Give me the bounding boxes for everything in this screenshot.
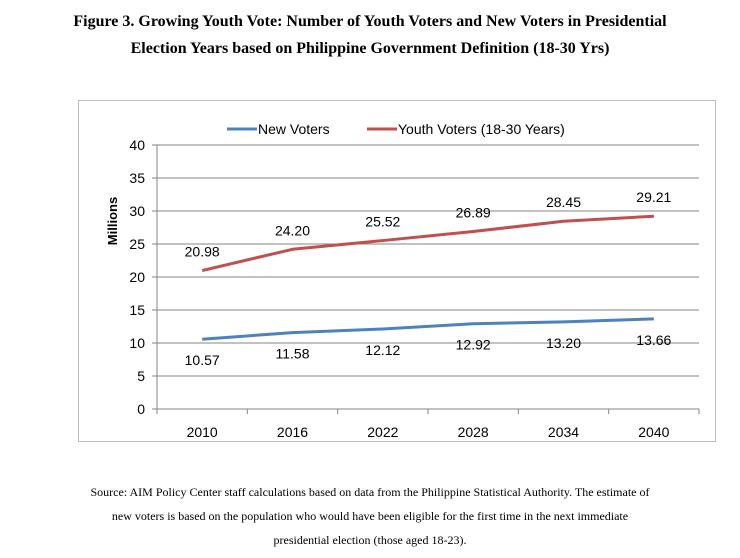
source-note: Source: AIM Policy Center staff calculat… [0, 480, 740, 552]
figure-title: Figure 3. Growing Youth Vote: Number of … [0, 8, 740, 62]
legend-label: New Voters [258, 121, 330, 137]
data-label: 26.89 [456, 205, 491, 221]
source-line-2: new voters is based on the population wh… [111, 509, 629, 523]
x-tick-label: 2040 [638, 424, 669, 440]
y-tick-label: 20 [129, 269, 145, 285]
y-tick-label: 40 [129, 137, 145, 153]
y-tick-label: 25 [129, 236, 145, 252]
series-line [201, 214, 654, 272]
y-tick-label: 15 [129, 302, 145, 318]
y-tick-label: 10 [129, 335, 145, 351]
data-label: 20.98 [185, 244, 220, 260]
source-line-3: presidential election (those aged 18-23)… [273, 533, 467, 547]
y-axis-title: Millions [105, 197, 120, 245]
series-line [202, 317, 654, 341]
y-tick-label: 30 [129, 203, 145, 219]
data-label: 28.45 [546, 194, 581, 210]
data-label: 29.21 [636, 189, 671, 205]
data-label: 13.66 [636, 332, 671, 348]
chart-area: 0 5 10 15 20 25 30 35 40 2010 2016 2022 2028 2034 2040… [78, 100, 716, 442]
y-tick-label: 0 [137, 401, 145, 417]
x-tick-label: 2016 [277, 424, 308, 440]
figure-title-line-2: Election Years based on Philippine Gover… [130, 40, 610, 57]
legend-label: Youth Voters (18-30 Years) [398, 121, 565, 137]
data-label: 12.12 [365, 342, 400, 358]
data-label: 24.20 [275, 222, 310, 238]
data-label: 13.20 [546, 335, 581, 351]
x-tick-label: 2022 [367, 424, 398, 440]
data-label: 11.58 [276, 346, 310, 362]
data-label: 12.92 [456, 337, 491, 353]
figure-title-line-1: Figure 3. Growing Youth Vote: Number of … [73, 13, 667, 30]
x-tick-label: 2034 [548, 424, 579, 440]
y-tick-label: 35 [129, 170, 145, 186]
data-label: 10.57 [185, 352, 220, 368]
x-tick-label: 2010 [187, 424, 218, 440]
data-label: 25.52 [365, 214, 400, 230]
y-tick-label: 5 [137, 368, 145, 384]
source-line-1: Source: AIM Policy Center staff calculat… [90, 485, 650, 499]
line-chart: 0 5 10 15 20 25 30 35 40 2010 2016 2022 2028 2034 2040… [105, 121, 700, 440]
x-tick-label: 2028 [458, 424, 489, 440]
